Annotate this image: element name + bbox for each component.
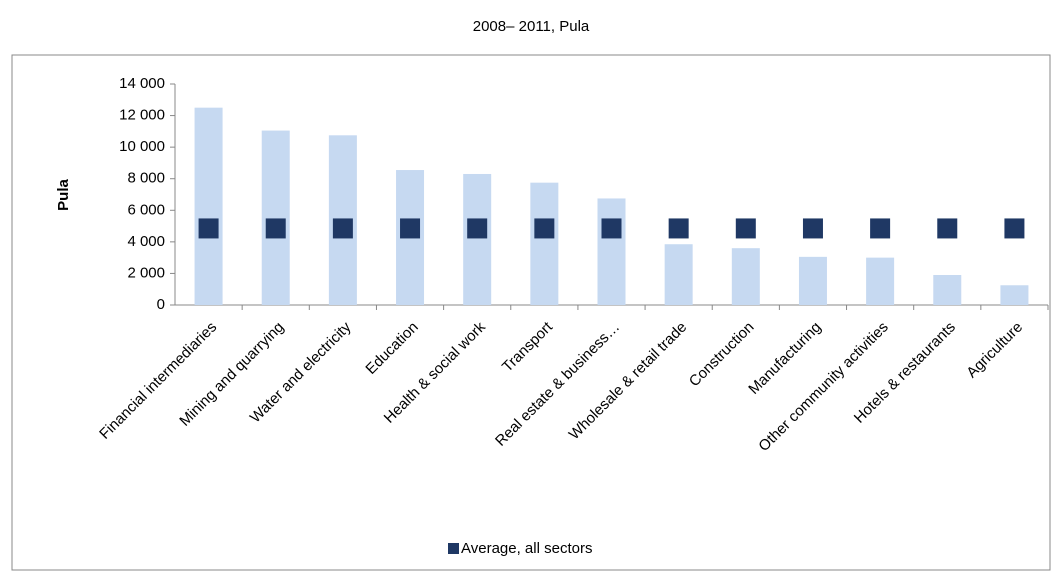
chart-title: 2008– 2011, Pula — [473, 18, 590, 35]
marker — [735, 218, 756, 239]
marker — [400, 218, 421, 239]
bar — [866, 257, 895, 305]
y-tick-label: 14 000 — [119, 75, 165, 92]
bar — [731, 248, 760, 305]
y-tick-label: 4 000 — [127, 233, 165, 250]
marker — [937, 218, 958, 239]
x-tick-label: Financial intermediaries — [96, 319, 220, 443]
bar — [261, 130, 290, 305]
marker — [1004, 218, 1025, 239]
marker — [265, 218, 286, 239]
bar — [597, 198, 626, 305]
x-tick-label: Wholesale & retail trade — [566, 319, 691, 444]
marker — [467, 218, 488, 239]
y-tick-label: 10 000 — [119, 138, 165, 155]
legend-label: Average, all sectors — [461, 540, 592, 557]
x-tick-label: Other community activities — [755, 319, 891, 455]
x-tick-label: Transport — [499, 318, 557, 376]
bar — [933, 275, 962, 305]
marker — [870, 218, 891, 239]
y-tick-label: 6 000 — [127, 201, 165, 218]
y-axis-title: Pula — [55, 179, 72, 211]
marker — [601, 218, 622, 239]
bar — [463, 173, 492, 305]
bar — [798, 256, 827, 305]
x-tick-label: Real estate & business… — [492, 319, 623, 450]
y-tick-label: 0 — [157, 296, 165, 313]
x-tick-label: Construction — [686, 319, 758, 391]
bar — [530, 182, 559, 305]
y-tick-label: 12 000 — [119, 107, 165, 124]
x-tick-label: Agriculture — [963, 319, 1026, 382]
bar — [664, 244, 693, 305]
y-tick-label: 2 000 — [127, 264, 165, 281]
x-tick-label: Education — [362, 319, 421, 378]
marker — [802, 218, 823, 239]
y-tick-label: 8 000 — [127, 170, 165, 187]
marker — [198, 218, 219, 239]
marker — [332, 218, 353, 239]
bar — [1000, 285, 1029, 305]
bar — [194, 107, 223, 305]
marker — [534, 218, 555, 239]
marker — [668, 218, 689, 239]
chart-border — [11, 54, 1051, 571]
legend-swatch — [448, 543, 459, 554]
